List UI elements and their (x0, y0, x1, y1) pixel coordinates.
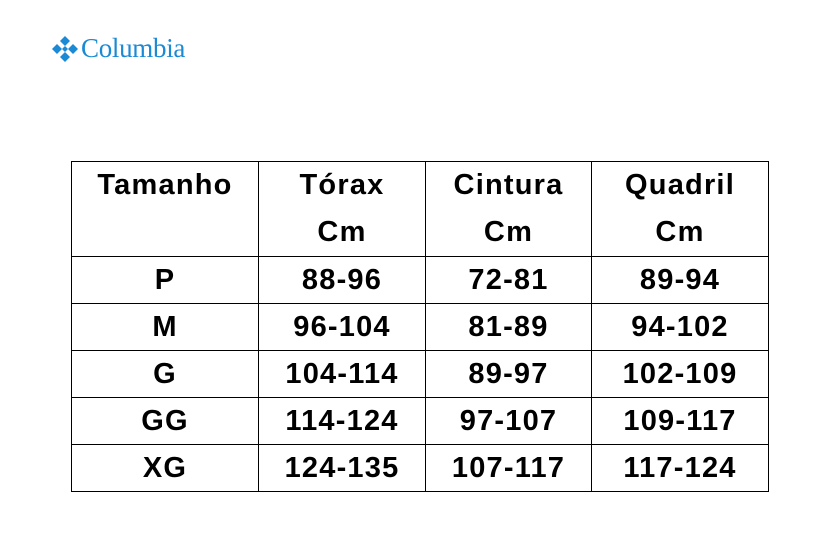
header-tamanho: Tamanho (71, 161, 259, 257)
torax-cell: 88-96 (258, 256, 426, 304)
size-cell: M (71, 303, 259, 351)
cintura-cell: 89-97 (425, 350, 592, 398)
size-cell: XG (71, 444, 259, 492)
table-row: XG 124-135 107-117 117-124 (71, 444, 769, 492)
header-torax: Tórax Cm (258, 161, 426, 257)
cintura-cell: 107-117 (425, 444, 592, 492)
quadril-cell: 102-109 (591, 350, 769, 398)
cintura-cell: 72-81 (425, 256, 592, 304)
quadril-cell: 109-117 (591, 397, 769, 445)
header-cintura: Cintura Cm (425, 161, 592, 257)
size-cell: G (71, 350, 259, 398)
table-header-row: Tamanho Tórax Cm Cintura Cm Quadril Cm (71, 161, 769, 257)
table-row: P 88-96 72-81 89-94 (71, 256, 769, 304)
torax-cell: 124-135 (258, 444, 426, 492)
torax-cell: 96-104 (258, 303, 426, 351)
torax-cell: 114-124 (258, 397, 426, 445)
size-cell: P (71, 256, 259, 304)
columbia-logo: Columbia (51, 33, 185, 64)
brand-name: Columbia (81, 33, 186, 63)
torax-cell: 104-114 (258, 350, 426, 398)
quadril-cell: 94-102 (591, 303, 769, 351)
table-row: G 104-114 89-97 102-109 (71, 350, 769, 398)
header-quadril: Quadril Cm (591, 161, 769, 257)
quadril-cell: 117-124 (591, 444, 769, 492)
cintura-cell: 97-107 (425, 397, 592, 445)
size-cell: GG (71, 397, 259, 445)
table-row: M 96-104 81-89 94-102 (71, 303, 769, 351)
quadril-cell: 89-94 (591, 256, 769, 304)
cintura-cell: 81-89 (425, 303, 592, 351)
columbia-diamond-icon (52, 35, 78, 62)
size-chart-table: Tamanho Tórax Cm Cintura Cm Quadril Cm P 88-… (71, 161, 769, 492)
table-row: GG 114-124 97-107 109-117 (71, 397, 769, 445)
